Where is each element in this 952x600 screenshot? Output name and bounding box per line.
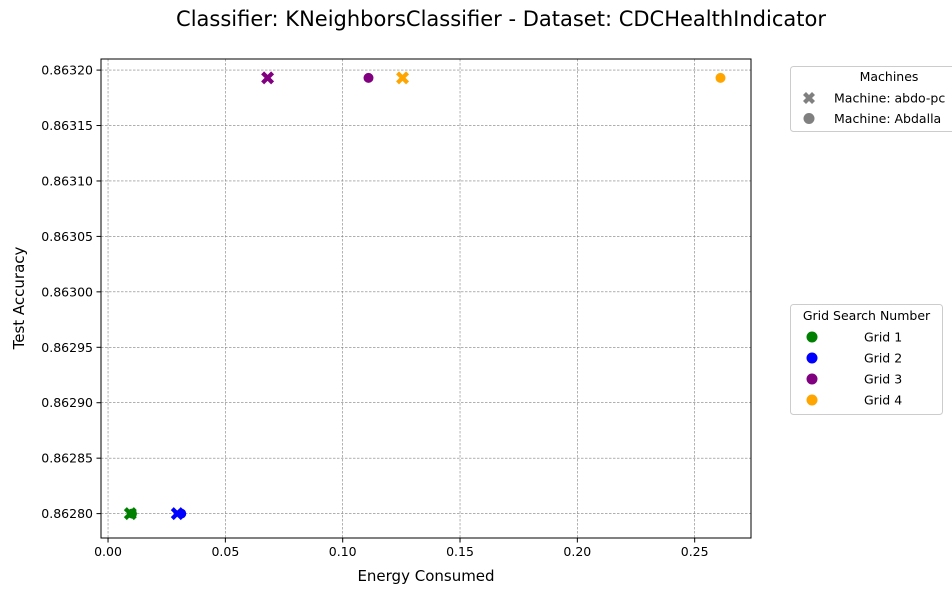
y-tick-label: 0.86310	[41, 173, 93, 188]
x-tick-label: 0.15	[446, 544, 474, 559]
y-axis-label: Test Accuracy	[10, 246, 28, 350]
data-point-x-marker	[398, 73, 408, 83]
x-tick-label: 0.10	[329, 544, 357, 559]
grid-lines	[101, 59, 751, 538]
x-tick-label: 0.20	[563, 544, 591, 559]
legend-entry-label: Grid 1	[864, 330, 902, 345]
circle-marker-icon	[804, 113, 815, 124]
y-tick-label: 0.86290	[41, 395, 93, 410]
circle-marker-icon	[807, 332, 818, 343]
data-points	[125, 73, 725, 519]
y-tick-label: 0.86305	[41, 229, 93, 244]
legend-grid-search-title: Grid Search Number	[803, 308, 931, 323]
legend-entry-label: Grid 2	[864, 351, 902, 366]
y-tick-label: 0.86285	[41, 451, 93, 466]
data-point-circle-marker	[127, 509, 137, 519]
x-axis: 0.00 0.05 0.10 0.15 0.20 0.25	[94, 538, 708, 559]
legend-entry-label: Grid 3	[864, 372, 902, 387]
x-tick-label: 0.25	[681, 544, 709, 559]
plot-frame	[101, 59, 751, 538]
y-axis: 0.86280 0.86285 0.86290 0.86295 0.86300 0.863…	[41, 63, 101, 522]
legend-grid-search: Grid Search Number Grid 1 Grid 2 Grid 3 Grid…	[791, 305, 943, 415]
x-tick-label: 0.00	[94, 544, 122, 559]
data-point-x-marker	[263, 73, 273, 83]
legend-machines-title: Machines	[860, 69, 919, 84]
circle-marker-icon	[807, 353, 818, 364]
legend-entry-label: Grid 4	[864, 393, 902, 408]
y-tick-label: 0.86280	[41, 506, 93, 521]
y-tick-label: 0.86295	[41, 340, 93, 355]
y-tick-label: 0.86300	[41, 284, 93, 299]
x-axis-label: Energy Consumed	[357, 567, 494, 585]
legend-machines: Machines Machine: abdo-pc Machine: Abdalla	[791, 67, 952, 132]
legend-entry-label: Machine: Abdalla	[834, 111, 941, 126]
legends: Machines Machine: abdo-pc Machine: Abdalla…	[791, 67, 952, 415]
x-tick-label: 0.05	[211, 544, 239, 559]
y-tick-label: 0.86315	[41, 118, 93, 133]
data-point-circle-marker	[715, 73, 725, 83]
circle-marker-icon	[807, 374, 818, 385]
y-tick-label: 0.86320	[41, 63, 93, 78]
legend-entry-label: Machine: abdo-pc	[834, 91, 945, 106]
data-point-circle-marker	[364, 73, 374, 83]
chart-title: Classifier: KNeighborsClassifier - Datas…	[176, 7, 826, 31]
circle-marker-icon	[807, 395, 818, 406]
data-point-circle-marker	[176, 509, 186, 519]
